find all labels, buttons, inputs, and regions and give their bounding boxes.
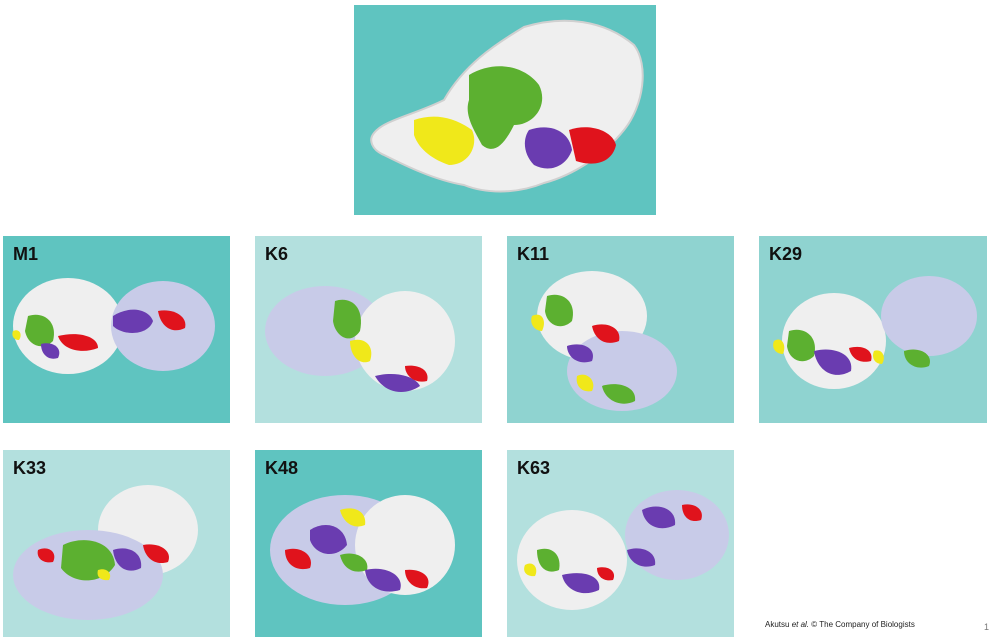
panel-label: K6 [265, 244, 289, 264]
panel-k29: K29 [759, 236, 987, 423]
k11-surface-image [531, 271, 677, 411]
k63-surface-image [517, 490, 729, 610]
k29-surface-image [773, 276, 977, 389]
k6-surface-image [265, 286, 455, 392]
panel-label: K48 [265, 458, 299, 478]
ubiquitin-surface-image [370, 19, 644, 193]
panel-label: K63 [517, 458, 551, 478]
panel-label: K33 [13, 458, 47, 478]
panel-k63: K63 [507, 450, 734, 637]
credit-prefix: Akutsu [765, 620, 792, 629]
credit-suffix: © The Company of Biologists [809, 620, 915, 629]
credit-etal: et al. [791, 620, 810, 629]
k48-surface-image [270, 495, 455, 605]
panel-label: M1 [13, 244, 39, 264]
k33-surface-image [13, 485, 198, 620]
panel-k33: K33 [3, 450, 230, 637]
m1-surface-image [12, 278, 215, 374]
panel-m1: M1 [3, 236, 230, 423]
panel-k6: K6 [255, 236, 482, 423]
panel-top [354, 5, 656, 215]
panel-label: K29 [769, 244, 803, 264]
panel-k11: K11 [507, 236, 734, 423]
panel-label: K11 [517, 244, 550, 264]
credit-text: Akutsu et al. © The Company of Biologist… [765, 620, 915, 629]
panel-k48: K48 [255, 450, 482, 637]
page-number: 1 [984, 622, 990, 632]
